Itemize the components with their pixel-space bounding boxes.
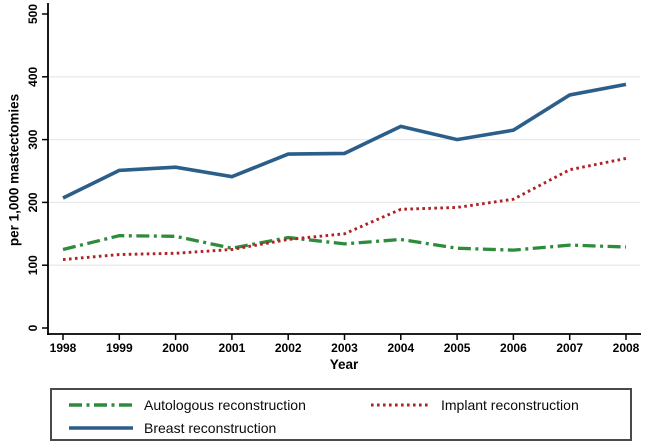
- x-tick-label-2007: 2007: [556, 341, 583, 355]
- legend-label-implant: Implant reconstruction: [441, 397, 579, 413]
- gridlines: [49, 76, 640, 266]
- y-tick-label-300: 300: [26, 129, 40, 149]
- legend-item-autologous: Autologous reconstruction: [68, 395, 306, 415]
- x-tick-label-2001: 2001: [219, 341, 246, 355]
- y-tick-label-400: 400: [26, 66, 40, 86]
- y-tick-label-100: 100: [26, 255, 40, 275]
- y-tick-label-500: 500: [26, 4, 40, 24]
- y-tick-label-0: 0: [26, 324, 40, 331]
- legend-item-breast: Breast reconstruction: [68, 418, 276, 438]
- implant-line-sample-icon: [371, 403, 429, 407]
- x-tick-label-2003: 2003: [331, 341, 358, 355]
- x-tick-label-2005: 2005: [444, 341, 471, 355]
- data-series: [62, 82, 627, 261]
- x-tick-label-2004: 2004: [387, 341, 414, 355]
- y-axis-title: per 1,000 mastectomies: [7, 94, 22, 246]
- x-tick-label-2008: 2008: [613, 341, 640, 355]
- legend-item-implant: Implant reconstruction: [370, 395, 579, 415]
- x-tick-label-1999: 1999: [106, 341, 133, 355]
- autologous-line-sample-icon: [69, 403, 133, 407]
- x-tick-label-1998: 1998: [50, 341, 77, 355]
- series-line-breast-reconstruction: [62, 82, 627, 200]
- legend-label-breast: Breast reconstruction: [144, 420, 277, 436]
- line-chart: 0 100 200 300 400 500 1998 1999 2000 2001 2002 2003…: [7, 3, 641, 372]
- series-line-implant-reconstruction: [62, 157, 627, 261]
- y-tick-label-200: 200: [26, 192, 40, 212]
- legend-row-1: Autologous reconstruction Implant recons…: [52, 395, 630, 415]
- x-tick-label-2006: 2006: [500, 341, 527, 355]
- axis-ticks: 0 100 200 300 400 500 1998 1999 2000 2001 2002 2003…: [26, 4, 640, 355]
- x-tick-label-2002: 2002: [275, 341, 302, 355]
- series-line-autologous-reconstruction: [62, 234, 627, 252]
- x-tick-label-2000: 2000: [162, 341, 189, 355]
- legend-row-2: Breast reconstruction: [52, 418, 630, 438]
- x-axis-title: Year: [330, 357, 359, 372]
- breast-line-sample-icon: [69, 426, 133, 430]
- legend-label-autologous: Autologous reconstruction: [144, 397, 306, 413]
- legend: Autologous reconstruction Implant recons…: [50, 388, 632, 441]
